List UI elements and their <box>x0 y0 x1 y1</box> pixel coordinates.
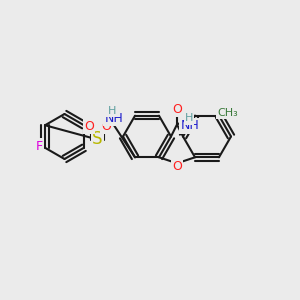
Text: H: H <box>185 113 193 124</box>
Text: O: O <box>172 103 182 116</box>
Text: H: H <box>107 106 116 116</box>
Text: O: O <box>84 120 94 133</box>
Text: NH: NH <box>181 119 199 133</box>
Text: O: O <box>172 160 182 173</box>
Text: F: F <box>36 140 43 153</box>
Text: S: S <box>92 130 103 148</box>
Text: O: O <box>101 120 111 133</box>
Text: NH: NH <box>105 112 123 125</box>
Text: CH₃: CH₃ <box>217 108 238 118</box>
